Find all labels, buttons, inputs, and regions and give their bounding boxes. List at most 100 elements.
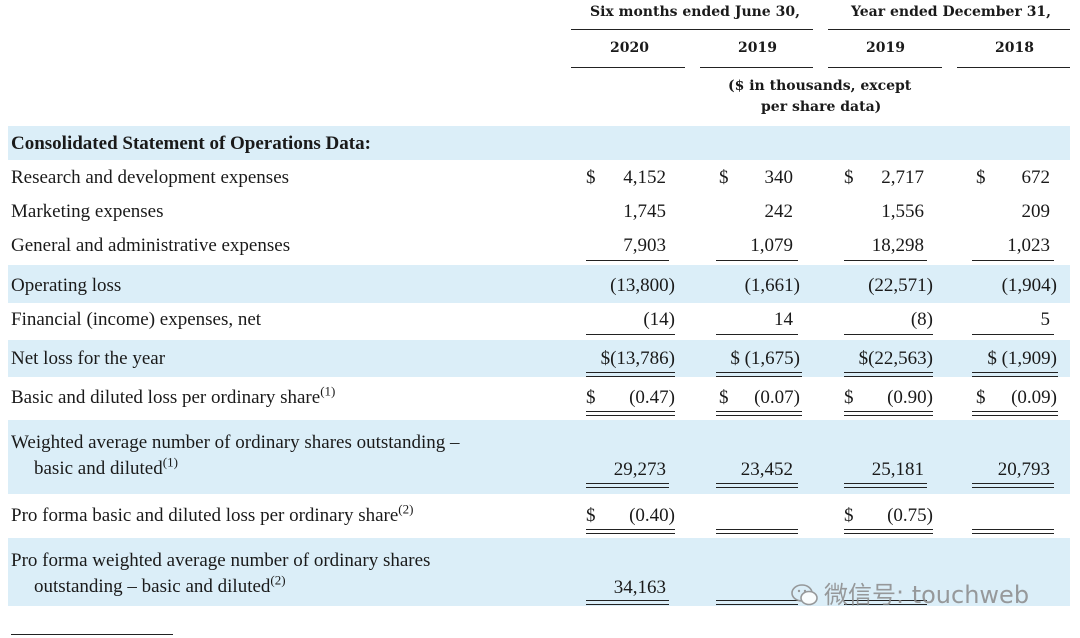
dollar-sign: $ (844, 505, 854, 526)
dollar-sign: $ (844, 167, 854, 188)
row-label-research: Research and development expenses (11, 167, 290, 188)
value-ga-2020: 7,903 (623, 235, 666, 256)
year-rule-3 (828, 67, 942, 68)
subtotal-rule (844, 260, 927, 261)
subtotal-rule (716, 260, 798, 261)
value-fin-2020: (14) (643, 309, 675, 330)
value-marketing-2019b: 1,556 (881, 201, 924, 222)
band-operating-loss (8, 265, 1070, 303)
total-double-rule (586, 372, 675, 377)
row-label-marketing: Marketing expenses (11, 201, 164, 222)
header-six-months: Six months ended June 30, (590, 4, 800, 20)
value-research-2019a: 340 (764, 167, 794, 188)
year-header-2019-six: 2019 (738, 40, 777, 56)
band-weighted-avg (8, 420, 1070, 494)
subtotal-rule (844, 334, 933, 335)
section-title: Consolidated Statement of Operations Dat… (11, 133, 371, 154)
band-research (8, 160, 1070, 161)
total-double-rule (844, 483, 927, 488)
dollar-sign: $ (719, 167, 729, 188)
total-double-rule (716, 411, 802, 416)
row-label-text: Basic and diluted loss per ordinary shar… (11, 387, 321, 408)
band-net-loss (8, 340, 1070, 377)
year-header-2018: 2018 (995, 40, 1034, 56)
year-header-2020: 2020 (610, 40, 649, 56)
value-wavg-2018: 20,793 (997, 459, 1050, 480)
value-oploss-2019b: (22,571) (868, 275, 933, 296)
value-oploss-2018: (1,904) (1001, 275, 1057, 296)
row-label-text: basic and diluted (34, 458, 163, 479)
value-fin-2018: 5 (1040, 309, 1051, 330)
unit-note-line2: per share data) (761, 99, 882, 115)
value-netloss-2018: $ (1,909) (987, 348, 1057, 369)
dollar-sign: $ (719, 387, 729, 408)
dollar-sign: $ (586, 167, 596, 188)
footnote-ref: (1) (320, 383, 336, 399)
total-double-rule (972, 529, 1054, 534)
band-section-title (8, 126, 1070, 160)
value-research-2020: 4,152 (623, 167, 666, 188)
year-header-2019-year: 2019 (866, 40, 905, 56)
dollar-sign: $ (844, 387, 854, 408)
value-pf-eps-2019b: (0.75) (887, 505, 933, 526)
subtotal-rule (586, 260, 669, 261)
footnote-ref: (2) (398, 501, 414, 517)
value-netloss-2019b: $(22,563) (858, 348, 933, 369)
value-netloss-2019a: $ (1,675) (730, 348, 800, 369)
year-rule-2 (700, 67, 813, 68)
total-double-rule (716, 600, 798, 605)
total-double-rule (844, 372, 933, 377)
total-double-rule (844, 600, 927, 605)
subtotal-rule (972, 334, 1054, 335)
row-label-operating-loss: Operating loss (11, 275, 122, 296)
header-rule-year (828, 29, 1070, 30)
value-research-2018: 672 (1021, 167, 1051, 188)
value-ga-2018: 1,023 (1007, 235, 1050, 256)
total-double-rule (586, 411, 675, 416)
watermark-text: 微信号: touchweb (824, 581, 1030, 609)
row-label-text: outstanding – basic and diluted (34, 576, 271, 597)
dollar-sign: $ (976, 387, 986, 408)
total-double-rule (844, 529, 933, 534)
dollar-sign: $ (586, 387, 596, 408)
total-double-rule (586, 600, 669, 605)
value-marketing-2019a: 242 (764, 201, 794, 222)
total-double-rule (844, 411, 933, 416)
value-wavg-2019a: 23,452 (740, 459, 793, 480)
row-label-basic-loss-per-share: Basic and diluted loss per ordinary shar… (11, 383, 336, 409)
total-double-rule (972, 372, 1058, 377)
row-label-pro-forma-wavg-line1: Pro forma weighted average number of ord… (11, 550, 431, 571)
subtotal-rule (972, 260, 1054, 261)
total-double-rule (716, 372, 802, 377)
total-double-rule (716, 483, 798, 488)
row-label-text: Pro forma basic and diluted loss per ord… (11, 505, 399, 526)
value-eps-2019b: (0.90) (887, 387, 933, 408)
footnote-ref: (1) (162, 454, 178, 470)
value-pf-wavg-2020: 34,163 (613, 577, 666, 598)
year-rule-4 (957, 67, 1070, 68)
subtotal-rule (716, 334, 798, 335)
value-fin-2019b: (8) (910, 309, 933, 330)
dollar-sign: $ (586, 505, 596, 526)
row-label-ga: General and administrative expenses (11, 235, 291, 256)
value-marketing-2020: 1,745 (623, 201, 666, 222)
footnote-ref: (2) (270, 572, 286, 588)
subtotal-rule (586, 334, 675, 335)
value-marketing-2018: 209 (1021, 201, 1051, 222)
row-label-weighted-avg-line1: Weighted average number of ordinary shar… (11, 432, 460, 453)
value-wavg-2020: 29,273 (613, 459, 666, 480)
row-label-weighted-avg-line2: basic and diluted(1) (34, 454, 178, 480)
value-oploss-2020: (13,800) (610, 275, 675, 296)
value-pf-eps-2020: (0.40) (629, 505, 675, 526)
value-oploss-2019a: (1,661) (744, 275, 800, 296)
row-label-pro-forma-loss: Pro forma basic and diluted loss per ord… (11, 501, 414, 527)
total-double-rule (972, 411, 1058, 416)
dollar-sign: $ (976, 167, 986, 188)
value-eps-2020: (0.47) (629, 387, 675, 408)
value-ga-2019a: 1,079 (750, 235, 793, 256)
total-double-rule (716, 529, 798, 534)
row-label-net-loss: Net loss for the year (11, 348, 166, 369)
header-rule-six-months (571, 29, 813, 30)
value-eps-2018: (0.09) (1011, 387, 1057, 408)
value-ga-2019b: 18,298 (871, 235, 924, 256)
